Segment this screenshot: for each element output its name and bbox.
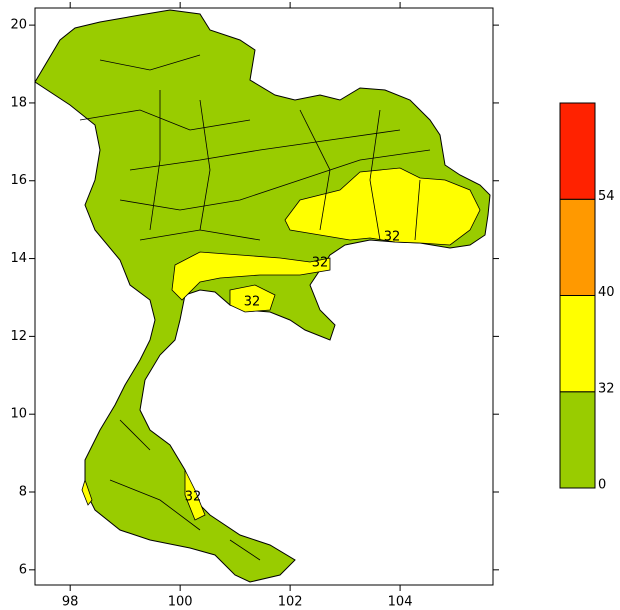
y-tick-label: 6 <box>19 562 27 577</box>
y-tick-label: 14 <box>10 251 27 266</box>
colorbar-label: 40 <box>598 285 615 300</box>
y-tick-label: 12 <box>10 329 27 344</box>
y-tick-label: 18 <box>10 95 27 110</box>
plot-frame <box>34 7 494 586</box>
colorbar-label: 32 <box>598 381 615 396</box>
axes: 98 100 102 104 6 8 10 12 14 16 18 20 <box>10 2 499 610</box>
x-tick-label: 100 <box>168 595 193 610</box>
x-tick-label: 104 <box>388 595 413 610</box>
land <box>34 9 491 583</box>
colorbar-label: 54 <box>598 189 615 204</box>
province-borders <box>79 54 431 561</box>
y-tick-label: 20 <box>10 18 27 33</box>
contour-label: 32 <box>244 295 261 310</box>
x-tick-label: 98 <box>62 595 79 610</box>
colorbar-swatch <box>559 198 596 296</box>
colorbar: 0 32 40 54 <box>559 102 615 493</box>
colorbar-swatch <box>559 295 596 393</box>
y-tick-label: 16 <box>10 173 27 188</box>
colorbar-swatch <box>559 391 596 489</box>
contour-label: 32 <box>185 490 202 505</box>
x-tick-label: 102 <box>278 595 303 610</box>
colorbar-label: 0 <box>598 478 606 493</box>
y-tick-label: 10 <box>10 407 27 422</box>
contour-32-area <box>229 284 276 313</box>
colorbar-swatch <box>559 102 596 200</box>
contour-32-area <box>81 469 206 521</box>
contour-32-area <box>171 251 331 301</box>
contour-32-area <box>284 167 481 246</box>
contour-label: 32 <box>384 230 401 245</box>
contour-labels: 32 32 32 32 <box>185 230 401 505</box>
y-tick-label: 8 <box>19 485 27 500</box>
contour-label: 32 <box>312 256 329 271</box>
